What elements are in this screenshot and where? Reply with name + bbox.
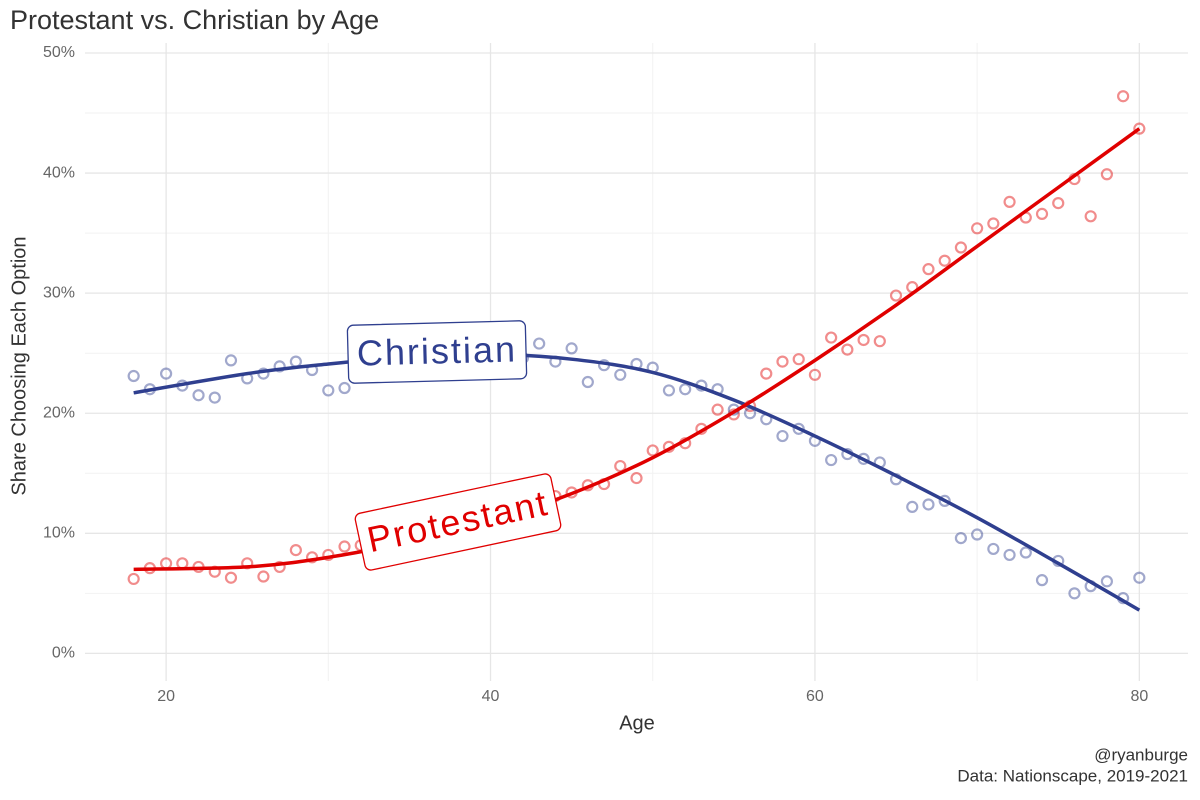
data-point	[808, 368, 822, 381]
data-point	[257, 570, 270, 583]
data-point	[160, 367, 173, 380]
data-point	[711, 403, 724, 416]
data-point	[1133, 122, 1146, 135]
data-point	[1003, 548, 1016, 562]
data-point	[873, 335, 886, 348]
data-point	[679, 383, 692, 396]
data-point	[1052, 196, 1065, 210]
data-point	[825, 453, 838, 467]
data-point	[338, 540, 351, 553]
data-point	[646, 444, 659, 457]
data-point	[1035, 207, 1049, 221]
trend-line	[133, 127, 1141, 572]
data-point	[987, 217, 1000, 230]
y-tick-label: 20%	[43, 404, 75, 421]
data-point	[954, 241, 968, 254]
data-point	[581, 375, 594, 389]
data-point	[289, 355, 302, 368]
data-point	[906, 500, 919, 513]
data-point	[971, 222, 984, 235]
y-tick-label: 40%	[43, 164, 75, 181]
y-tick-label: 50%	[43, 44, 75, 61]
data-point	[938, 254, 951, 267]
data-point	[825, 331, 838, 344]
data-point	[1100, 575, 1113, 588]
data-point	[662, 384, 676, 397]
data-point	[792, 422, 805, 435]
data-point	[338, 381, 351, 395]
data-point	[760, 367, 773, 380]
data-point	[1003, 195, 1016, 208]
x-tick-label: 20	[157, 688, 175, 705]
data-point	[792, 353, 805, 366]
series-label: Protestant	[354, 473, 562, 571]
data-point	[208, 391, 221, 404]
x-tick-label: 60	[806, 688, 824, 705]
data-point	[987, 542, 1000, 556]
data-point	[224, 571, 238, 584]
x-axis-label: Age	[619, 712, 655, 734]
data-point	[630, 471, 643, 485]
data-point	[176, 557, 189, 570]
data-point	[127, 369, 140, 383]
data-point	[273, 560, 286, 574]
data-point	[922, 263, 935, 276]
data-point	[614, 368, 627, 381]
caption: @ryanburge	[1094, 745, 1188, 764]
y-tick-label: 30%	[43, 284, 75, 301]
label-box	[354, 473, 562, 571]
data-point	[1133, 571, 1146, 584]
trend-line	[133, 352, 1141, 612]
data-point	[614, 459, 627, 473]
data-point	[273, 360, 286, 373]
data-point	[1100, 168, 1113, 181]
data-point	[1068, 587, 1081, 600]
y-tick-label: 10%	[43, 525, 75, 542]
data-point	[1084, 210, 1097, 223]
data-point	[127, 572, 140, 586]
y-axis-label: Share Choosing Each Option	[8, 236, 30, 495]
y-tick-label: 0%	[52, 645, 75, 662]
data-point	[565, 342, 578, 355]
data-point	[289, 544, 302, 557]
x-tick-label: 80	[1130, 688, 1148, 705]
legend-label: Christian	[356, 328, 517, 373]
data-point	[1035, 574, 1049, 587]
data-point	[889, 289, 903, 302]
data-point	[776, 429, 789, 443]
data-point	[533, 337, 546, 350]
data-point	[192, 389, 205, 402]
data-point	[1019, 546, 1032, 559]
chart-title: Protestant vs. Christian by Age	[10, 5, 379, 35]
data-point	[1117, 90, 1130, 103]
data-point	[922, 498, 935, 511]
data-point	[322, 384, 335, 397]
label-box	[346, 320, 528, 384]
caption: Data: Nationscape, 2019-2021	[957, 766, 1188, 785]
series-label: Christian	[346, 320, 528, 384]
data-point	[857, 333, 870, 347]
data-point	[971, 528, 984, 541]
data-point	[841, 343, 854, 356]
data-point	[954, 532, 968, 545]
x-tick-label: 40	[482, 688, 500, 705]
data-point	[938, 494, 951, 507]
data-point	[776, 355, 789, 368]
data-point	[224, 354, 238, 367]
